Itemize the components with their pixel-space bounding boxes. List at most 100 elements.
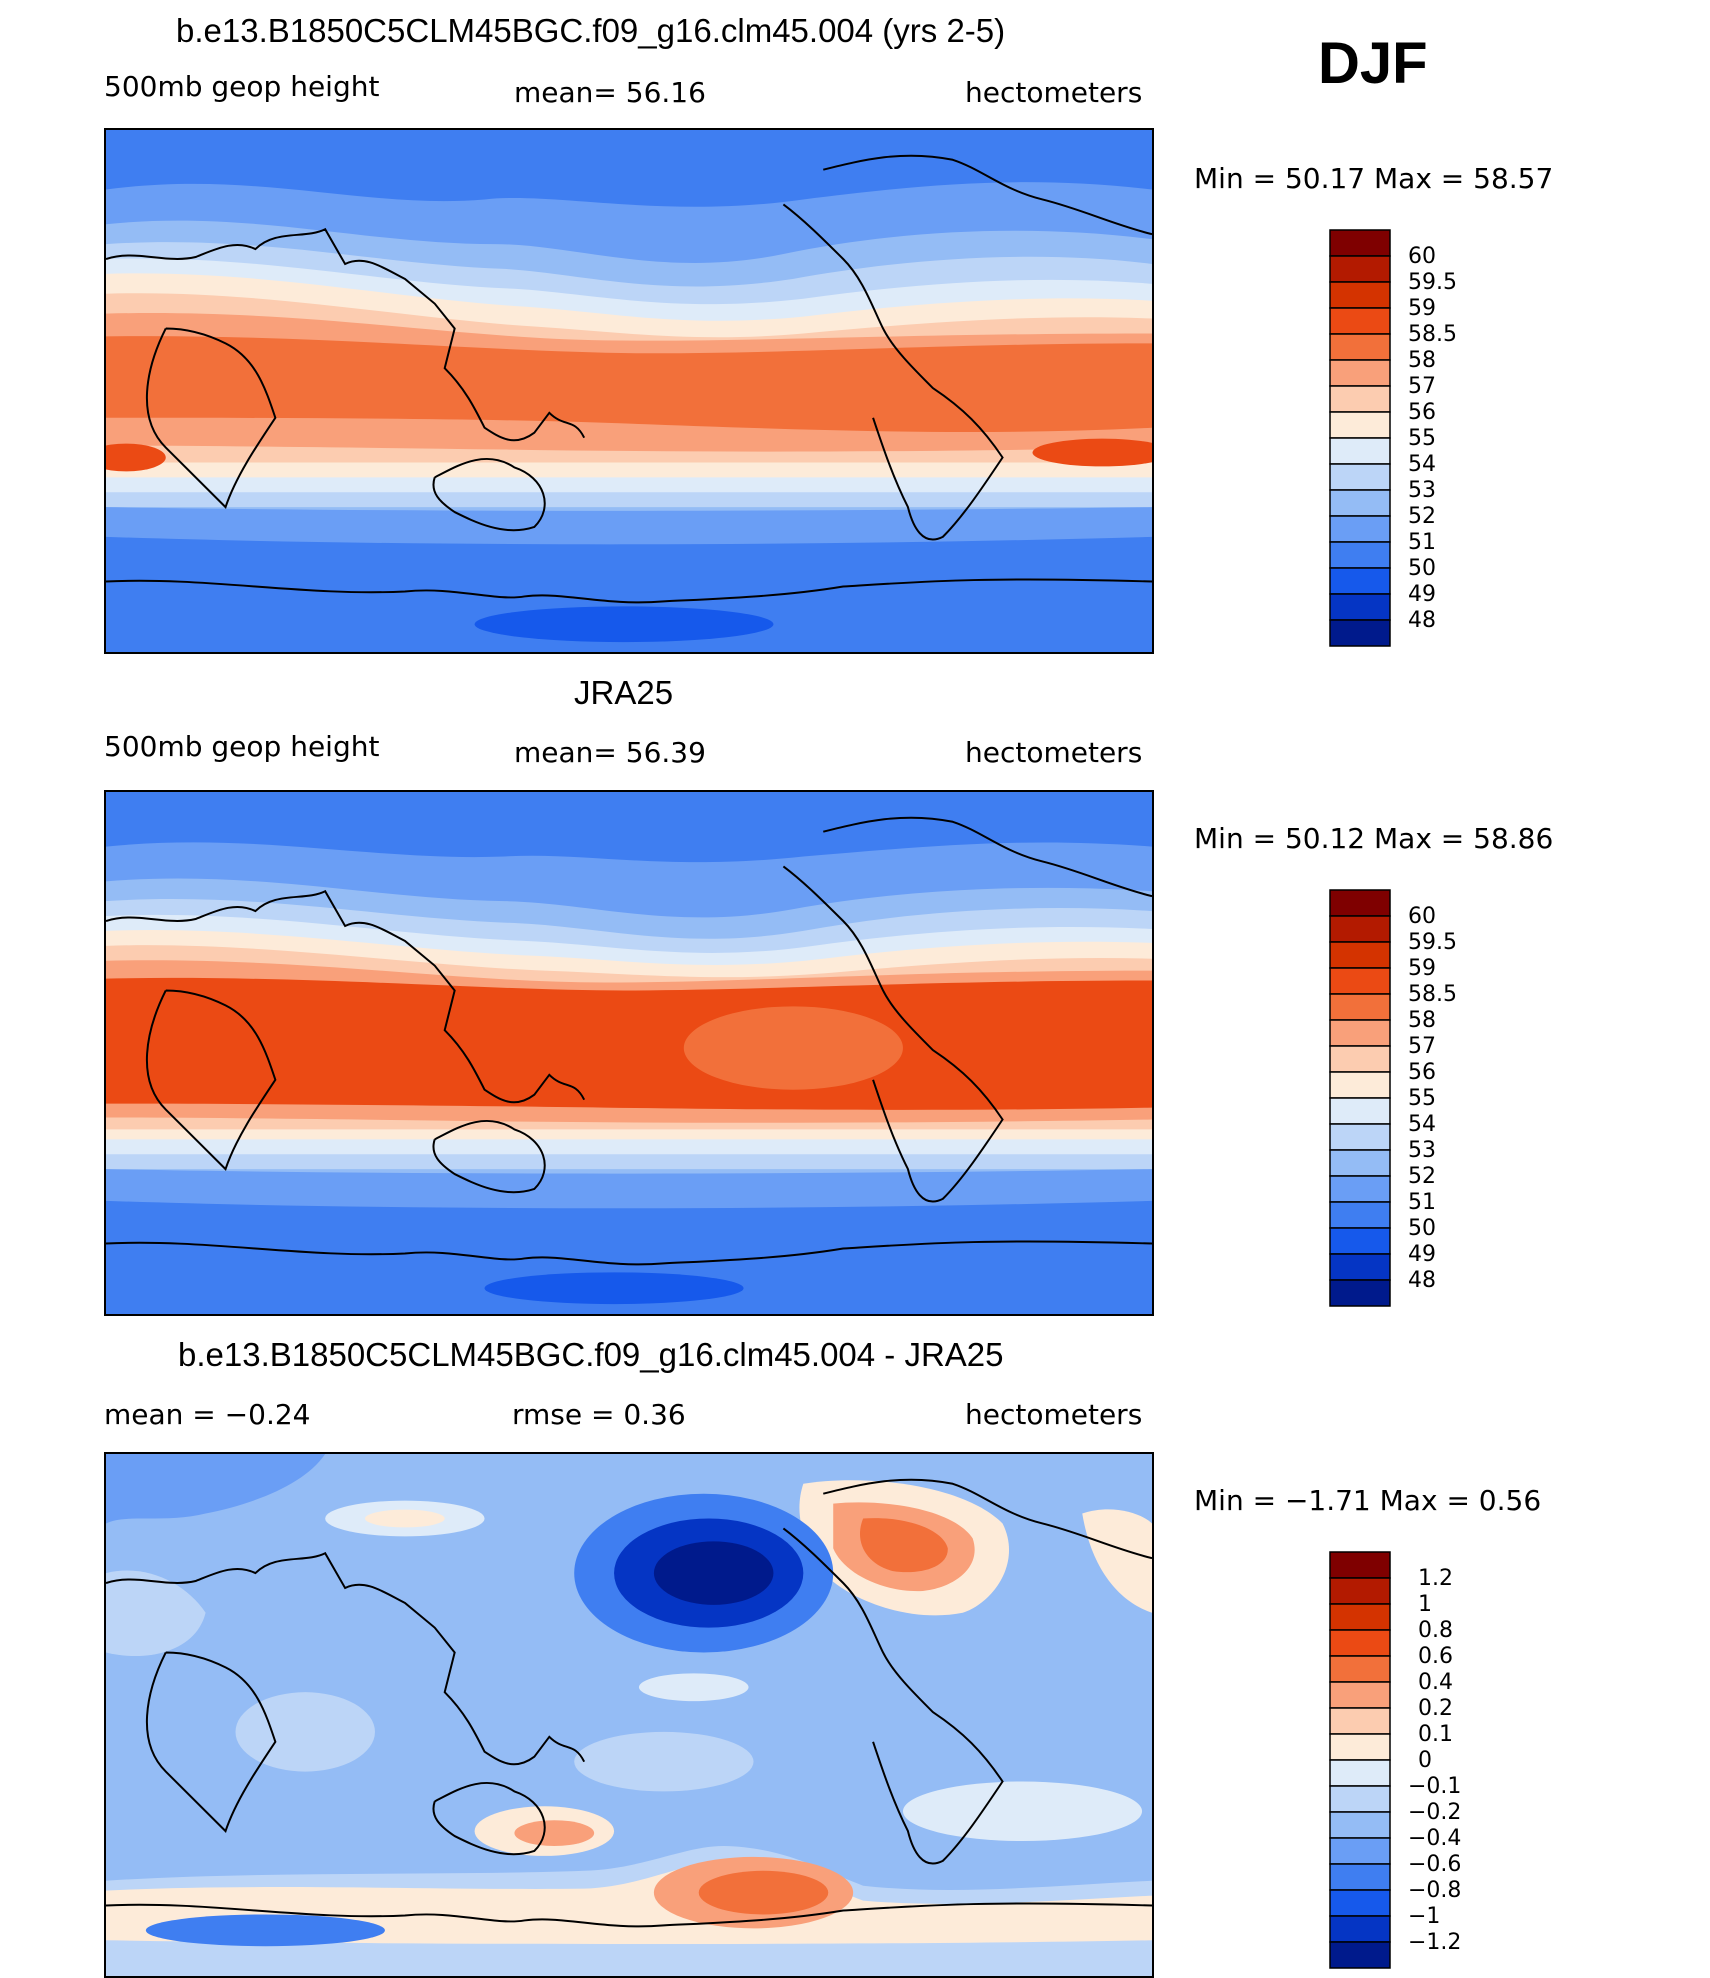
- colorbar-swatch: [1329, 1551, 1391, 1579]
- colorbar-swatch: [1329, 1811, 1391, 1839]
- obs-minmax-label: Min = 50.12 Max = 58.86: [1194, 822, 1554, 855]
- colorbar-tick-label: 51: [1408, 1190, 1436, 1215]
- colorbar-tick-label: 59.5: [1408, 930, 1457, 955]
- colorbar-swatch: [1329, 541, 1391, 569]
- colorbar-swatch: [1329, 619, 1391, 647]
- obs-map-contours: [106, 792, 1152, 1314]
- colorbar-tick-label: −0.6: [1408, 1852, 1461, 1877]
- diff-map-contours: [106, 1454, 1152, 1976]
- diff-colorbar-svg: 1.2 1 0.8 0.6 0.4 0.2 0.1 0 −0.1 −0.2 −0…: [1329, 1551, 1461, 1969]
- colorbar-swatch: [1329, 489, 1391, 517]
- contour-band: [859, 1518, 948, 1573]
- contour-band: [698, 1870, 829, 1915]
- colorbar-tick-label: 58.5: [1408, 322, 1457, 347]
- contour-band: [1082, 1509, 1152, 1613]
- colorbar-swatch: [1329, 385, 1391, 413]
- model-variable-label: 500mb geop height: [104, 70, 380, 103]
- colorbar-tick-label: 0.2: [1418, 1696, 1453, 1721]
- diff-units-label: hectometers: [965, 1398, 1143, 1431]
- colorbar-swatch: [1329, 1733, 1391, 1761]
- colorbar-swatch: [1329, 1201, 1391, 1229]
- colorbar-swatch: [1329, 1123, 1391, 1151]
- colorbar-swatch: [1329, 1097, 1391, 1125]
- diff-colorbar-labels: 1.2 1 0.8 0.6 0.4 0.2 0.1 0 −0.1 −0.2 −0…: [1408, 1566, 1461, 1955]
- colorbar-tick-label: 57: [1408, 1034, 1436, 1059]
- colorbar-tick-label: 53: [1408, 478, 1436, 503]
- colorbar-tick-label: 52: [1408, 504, 1436, 529]
- colorbar-swatch: [1329, 889, 1391, 917]
- colorbar-swatch: [1329, 993, 1391, 1021]
- colorbar-swatch: [1329, 229, 1391, 257]
- colorbar-swatch: [1329, 1707, 1391, 1735]
- colorbar-swatch: [1329, 1175, 1391, 1203]
- colorbar-tick-label: 50: [1408, 1216, 1436, 1241]
- colorbar-tick-label: 56: [1408, 400, 1436, 425]
- colorbar-tick-label: 58: [1408, 1008, 1436, 1033]
- contour-band: [365, 1509, 445, 1528]
- colorbar-tick-label: 59.5: [1408, 270, 1457, 295]
- obs-map: [104, 790, 1154, 1316]
- colorbar-swatch: [1329, 1915, 1391, 1943]
- obs-variable-label: 500mb geop height: [104, 730, 380, 763]
- coastlines: [106, 154, 1152, 604]
- obs-colorbar: 60 59.5 59 58.5 58 57 56 55 54 53 52 51 …: [1329, 889, 1510, 1307]
- colorbar-tick-label: −0.8: [1408, 1878, 1461, 1903]
- colorbar-swatch: [1329, 307, 1391, 335]
- colorbar-swatch: [1329, 1019, 1391, 1047]
- colorbar-swatch: [1329, 463, 1391, 491]
- coastlines: [106, 816, 1152, 1266]
- model-colorbar-labels: 60 59.5 59 58.5 58 57 56 55 54 53 52 51 …: [1408, 244, 1457, 633]
- contour-band: [106, 1570, 206, 1657]
- contour-band: [574, 1731, 754, 1792]
- colorbar-swatch: [1329, 1681, 1391, 1709]
- contour-band: [106, 443, 166, 472]
- colorbar-tick-label: −1: [1408, 1904, 1440, 1929]
- colorbar-swatch: [1329, 515, 1391, 543]
- colorbar-swatch: [1329, 255, 1391, 283]
- diff-minmax-label: Min = −1.71 Max = 0.56: [1194, 1484, 1542, 1517]
- contour-band: [235, 1692, 375, 1772]
- model-colorbar: 60 59.5 59 58.5 58 57 56 55 54 53 52 51 …: [1329, 229, 1510, 647]
- colorbar-tick-label: −0.1: [1408, 1774, 1461, 1799]
- contour-band: [653, 1541, 774, 1605]
- obs-colorbar-labels: 60 59.5 59 58.5 58 57 56 55 54 53 52 51 …: [1408, 904, 1457, 1293]
- colorbar-swatch: [1329, 359, 1391, 387]
- colorbar-tick-label: 1: [1418, 1592, 1432, 1617]
- colorbar-tick-label: 51: [1408, 530, 1436, 555]
- colorbar-swatch: [1329, 967, 1391, 995]
- colorbar-swatch: [1329, 1837, 1391, 1865]
- contour-band: [106, 336, 1152, 432]
- model-colorbar-svg: 60 59.5 59 58.5 58 57 56 55 54 53 52 51 …: [1329, 229, 1457, 647]
- colorbar-tick-label: 53: [1408, 1138, 1436, 1163]
- colorbar-tick-label: 55: [1408, 426, 1436, 451]
- colorbar-tick-label: 59: [1408, 956, 1436, 981]
- colorbar-tick-label: 0.8: [1418, 1618, 1453, 1643]
- colorbar-swatch: [1329, 1863, 1391, 1891]
- obs-units-label: hectometers: [965, 736, 1143, 769]
- contour-band: [106, 1454, 326, 1524]
- colorbar-tick-label: 0.4: [1418, 1670, 1453, 1695]
- colorbar-tick-label: 60: [1408, 904, 1436, 929]
- colorbar-swatch: [1329, 1149, 1391, 1177]
- colorbar-swatch: [1329, 1253, 1391, 1281]
- colorbar-swatch: [1329, 437, 1391, 465]
- diff-map: [104, 1452, 1154, 1978]
- model-mean-label: mean= 56.16: [514, 76, 706, 109]
- colorbar-tick-label: 50: [1408, 556, 1436, 581]
- colorbar-tick-label: 59: [1408, 296, 1436, 321]
- colorbar-tick-label: 49: [1408, 1242, 1436, 1267]
- colorbar-swatch: [1329, 411, 1391, 439]
- colorbar-tick-label: 49: [1408, 582, 1436, 607]
- colorbar-tick-label: 52: [1408, 1164, 1436, 1189]
- contour-band: [638, 1673, 749, 1702]
- colorbar-swatch: [1329, 1629, 1391, 1657]
- obs-colorbar-svg: 60 59.5 59 58.5 58 57 56 55 54 53 52 51 …: [1329, 889, 1457, 1307]
- colorbar-tick-label: 60: [1408, 244, 1436, 269]
- colorbar-tick-label: 54: [1408, 452, 1436, 477]
- colorbar-swatch: [1329, 1279, 1391, 1307]
- diff-mean-label: mean = −0.24: [104, 1398, 311, 1431]
- colorbar-swatch: [1329, 1785, 1391, 1813]
- diff-colorbar: 1.2 1 0.8 0.6 0.4 0.2 0.1 0 −0.1 −0.2 −0…: [1329, 1551, 1510, 1969]
- colorbar-tick-label: 1.2: [1418, 1566, 1453, 1591]
- colorbar-swatch: [1329, 1045, 1391, 1073]
